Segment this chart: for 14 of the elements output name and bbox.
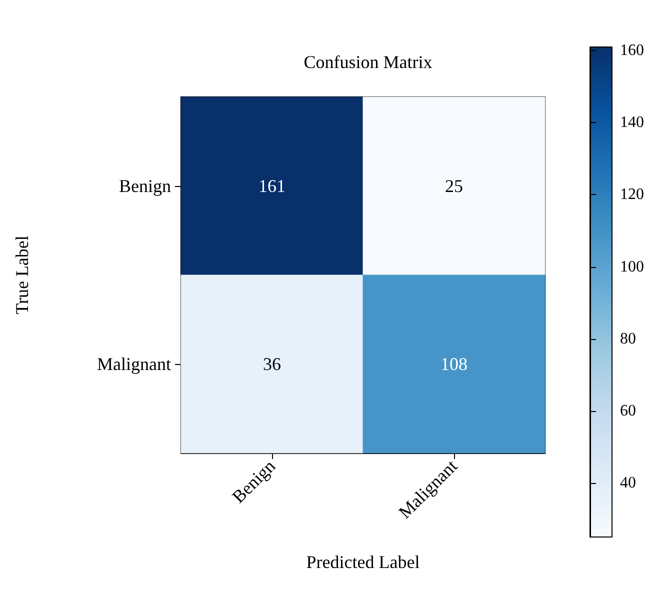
chart-title: Confusion Matrix — [304, 52, 432, 72]
color-bar-label: 140 — [620, 114, 644, 132]
data-label: 25 — [445, 176, 463, 196]
color-bar-label: 40 — [620, 474, 636, 492]
color-bar-label: 160 — [620, 42, 644, 60]
data-label: 108 — [440, 354, 468, 374]
y-axis-title: True Label — [12, 236, 32, 314]
data-label: 161 — [258, 176, 286, 196]
x-axis-title: Predicted Label — [306, 552, 420, 572]
color-bar-label: 60 — [620, 402, 636, 420]
color-bar-label: 120 — [620, 186, 644, 204]
data-label: 36 — [263, 354, 281, 374]
color-bar-label: 80 — [620, 330, 636, 348]
color-bar-label: 100 — [620, 258, 644, 276]
